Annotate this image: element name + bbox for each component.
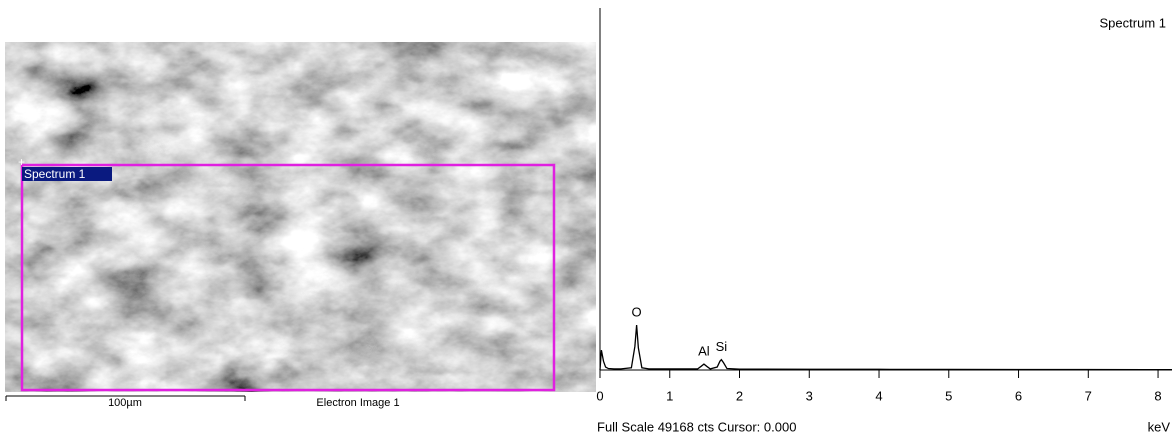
x-tick-label: 5 <box>945 388 952 403</box>
sem-texture <box>5 42 596 392</box>
peak-label: Si <box>716 339 728 354</box>
electron-image: Spectrum 1 + 100µm Electron Image 1 <box>5 42 596 409</box>
page: Spectrum 1 + 100µm Electron Image 1 Spec… <box>0 0 1172 440</box>
peak-label: O <box>632 305 642 320</box>
crosshair: + <box>18 155 25 169</box>
x-tick-label: 8 <box>1154 388 1161 403</box>
spectrum-line <box>600 325 1172 370</box>
screen: Spectrum 1 + 100µm Electron Image 1 Spec… <box>0 0 1172 440</box>
x-tick-label: 6 <box>1015 388 1022 403</box>
x-tick-label: 2 <box>736 388 743 403</box>
region-label: Spectrum 1 <box>24 167 86 181</box>
x-tick-label: 7 <box>1085 388 1092 403</box>
image-caption: Electron Image 1 <box>316 397 399 409</box>
scale-bar-label: 100µm <box>108 397 142 409</box>
spectrum: Spectrum 1 keV Full Scale 49168 cts Curs… <box>596 8 1172 434</box>
x-tick-label: 4 <box>875 388 882 403</box>
x-tick-label: 1 <box>666 388 673 403</box>
x-axis-label: keV <box>1148 419 1171 434</box>
x-tick-label: 3 <box>806 388 813 403</box>
footer: Full Scale 49168 cts Cursor: 0.000 <box>597 419 796 434</box>
x-tick-label: 0 <box>596 388 603 403</box>
spectrum-title: Spectrum 1 <box>1100 15 1166 30</box>
peak-label: Al <box>698 344 710 359</box>
